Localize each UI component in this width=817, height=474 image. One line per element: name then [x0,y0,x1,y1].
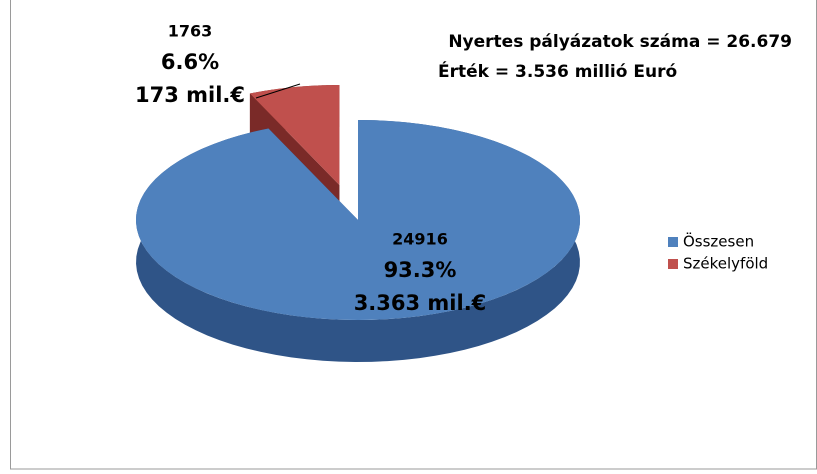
legend-swatch [668,259,678,269]
legend-swatch [668,237,678,247]
slice [249,85,340,185]
count-label: 24916 [392,230,448,249]
count-label: 1763 [168,22,213,41]
annotation: Nyertes pályázatok száma = 26.679 [448,32,792,52]
slice [136,120,581,320]
value-label: 6.6% [161,50,219,74]
amount-label: 173 mil.€ [135,83,245,107]
amount-label: 3.363 mil.€ [354,291,487,315]
leader-line [255,83,301,99]
value-label: 93.3% [384,258,457,282]
legend-label: Székelyföld [683,255,768,273]
legend-label: Összesen [683,232,754,251]
annotation: Érték = 3.536 millió Euró [438,60,677,82]
